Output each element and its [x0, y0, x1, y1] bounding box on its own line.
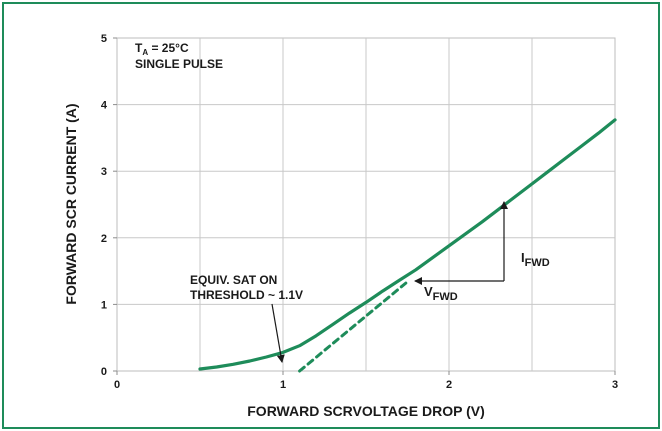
forward-current-curve: [198, 118, 617, 371]
x-tick-label: 0: [114, 379, 120, 391]
y-tick-label: 1: [101, 299, 107, 311]
ifwd-label: IFWD: [521, 250, 550, 269]
x-tick-label: 1: [280, 379, 286, 391]
tick-labels: 0 1 2 3 0 1 2 3 4 5: [101, 33, 618, 391]
x-tick-label: 3: [612, 379, 618, 391]
y-tick-label: 5: [101, 33, 107, 45]
equiv-sat-leader: [271, 303, 285, 363]
vfwd-label: VFWD: [424, 284, 458, 303]
temperature-condition: TA = 25°C: [135, 41, 189, 57]
y-tick-label: 4: [101, 100, 108, 112]
y-tick-label: 3: [101, 166, 107, 178]
y-tick-label: 2: [101, 233, 107, 245]
grid: [117, 38, 615, 371]
y-axis-label: FORWARD SCR CURRENT (A): [63, 103, 79, 304]
threshold-extrapolation-line: [298, 281, 408, 373]
y-tick-label: 0: [101, 366, 107, 378]
pulse-condition: SINGLE PULSE: [135, 57, 223, 71]
equiv-sat-label-line2: THRESHOLD ~ 1.1V: [190, 288, 303, 302]
equiv-sat-label-line1: EQUIV. SAT ON: [190, 273, 277, 287]
x-tick-label: 2: [446, 379, 452, 391]
series-group: [198, 118, 617, 373]
chart: 0 1 2 3 0 1 2 3 4 5 FORWARD SCRVOLTAGE DROP (V) F…: [63, 33, 618, 419]
x-axis-label: FORWARD SCRVOLTAGE DROP (V): [247, 403, 485, 419]
